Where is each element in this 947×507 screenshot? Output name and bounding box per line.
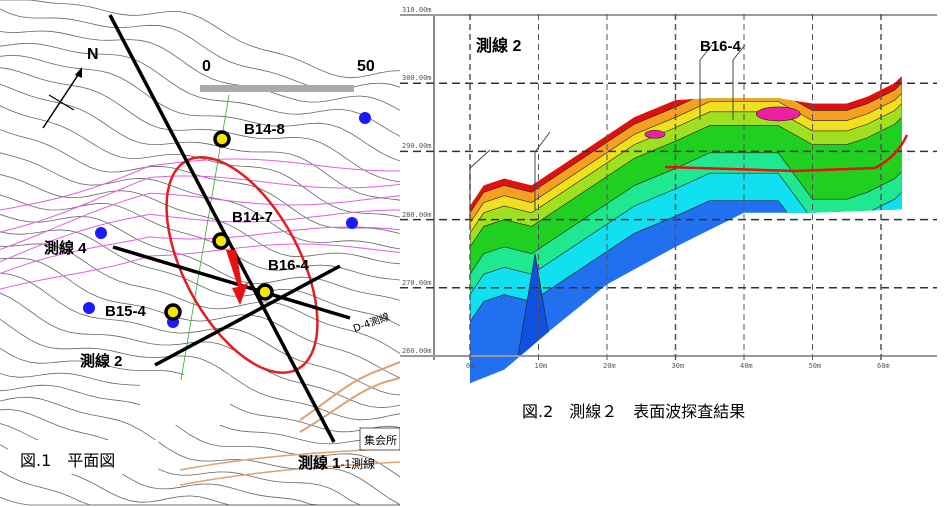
surface-wave-section: 310.00m 300.00m 290.00m 280.00m 270.00m 260.0… [400, 0, 947, 400]
velocity-bands [470, 76, 902, 384]
contour-line [0, 83, 400, 201]
contour-line [0, 384, 400, 478]
borehole-label-b16-4: B16-4 [268, 257, 309, 274]
survey-line-4 [112, 245, 351, 320]
road-line [299, 361, 400, 421]
contour-line [0, 174, 400, 265]
blue-point [346, 217, 358, 229]
x-tick-label: 40m [740, 362, 753, 370]
borehole-label-b14-8: B14-8 [244, 121, 285, 138]
contour-line [0, 105, 400, 218]
survey-line-1-label: 測線 1-1測線 [298, 452, 375, 473]
north-label: N [87, 46, 99, 63]
scale-bar [200, 85, 354, 92]
movement-arrow [226, 250, 248, 305]
contour-line [0, 8, 400, 91]
borehole-point [212, 232, 230, 250]
y-tick-label: 310.00m [402, 6, 432, 14]
survey-line-2 [154, 264, 341, 367]
borehole-label-b15-4: B15-4 [105, 303, 146, 320]
section-borehole-label: B16-4 [700, 38, 741, 55]
scale-start: 0 [202, 58, 211, 75]
survey-line-1 [108, 14, 336, 443]
figure-2-caption: 図.2 測線２ 表面波探査結果 [522, 402, 746, 421]
contour-line [0, 470, 400, 506]
north-arrow [42, 67, 82, 129]
contour-line [0, 214, 400, 301]
x-tick-label: 30m [671, 362, 685, 370]
blue-point [95, 227, 107, 239]
contour-line [0, 152, 400, 250]
magenta-line [0, 192, 400, 250]
magenta-line [0, 226, 400, 274]
survey-line-1-suffix: -1測線 [340, 457, 376, 471]
velocity-peak [755, 106, 801, 122]
contour-line [0, 318, 400, 421]
caption-box [8, 440, 158, 474]
borehole-point [213, 130, 231, 148]
x-tick-label: 10m [534, 362, 548, 370]
x-tick-label: 50m [808, 362, 822, 370]
blue-point [83, 302, 95, 314]
road-line [179, 461, 400, 486]
contour-line [0, 194, 400, 281]
borehole-point [256, 283, 274, 301]
contour-line [0, 396, 400, 505]
road-line [299, 377, 400, 433]
hall-box [359, 427, 400, 451]
figure-1-caption: 図.1 平面図 [20, 451, 116, 470]
borehole-points [164, 130, 274, 321]
magenta-line [0, 158, 400, 211]
hall-label: 集会所 [364, 434, 397, 447]
survey-line-2-label: 測線 2 [80, 353, 123, 370]
scale-end: 50 [357, 58, 375, 75]
y-tick-label: 300.00m [402, 74, 432, 83]
contour-line [0, 67, 400, 183]
plan-map-drawing [0, 0, 400, 506]
borehole-marker [534, 131, 551, 153]
contour-line [0, 54, 400, 162]
contour-line [0, 42, 400, 137]
contour-line [0, 409, 400, 506]
magenta-lines [0, 158, 400, 290]
contour-line [0, 229, 400, 327]
survey-line-1-name: 測線 1 [298, 455, 341, 472]
y-tick-label: 290.00m [402, 142, 432, 151]
velocity-peak [644, 130, 666, 139]
survey-line-4-label: 測線 4 [44, 240, 87, 257]
y-tick-label: 280.00m [402, 210, 432, 219]
contour-line [0, 257, 400, 379]
contour-line [0, 129, 400, 234]
section-drawing [400, 14, 937, 384]
borehole-point [164, 303, 182, 321]
x-tick-label: 20m [603, 362, 616, 370]
borehole-marker [732, 44, 746, 61]
magenta-line [0, 243, 400, 290]
contour-line [0, 496, 400, 506]
borehole-label-b14-7: B14-7 [232, 209, 273, 226]
borehole-marker [699, 44, 713, 61]
contour-line [0, 272, 400, 396]
magenta-line [0, 209, 400, 263]
x-tick-label: 60m [877, 362, 890, 370]
y-tick-label: 270.00m [402, 278, 432, 287]
contour-line [0, 243, 400, 354]
plan-map: N 0 50 B14-8 B14-7 B16-4 B15-4 測線 4 測線 2… [0, 0, 400, 507]
section-title: 測線 2 [476, 38, 522, 55]
y-tick-label: 260.00m [402, 347, 432, 355]
borehole-marker [469, 149, 491, 169]
blank-area [140, 375, 230, 425]
contour-line [0, 0, 400, 79]
boundary-line [664, 134, 909, 173]
magenta-line [0, 175, 400, 233]
blue-point [359, 112, 371, 124]
x-tick-label: 0m [466, 362, 475, 370]
contour-line [0, 30, 400, 111]
